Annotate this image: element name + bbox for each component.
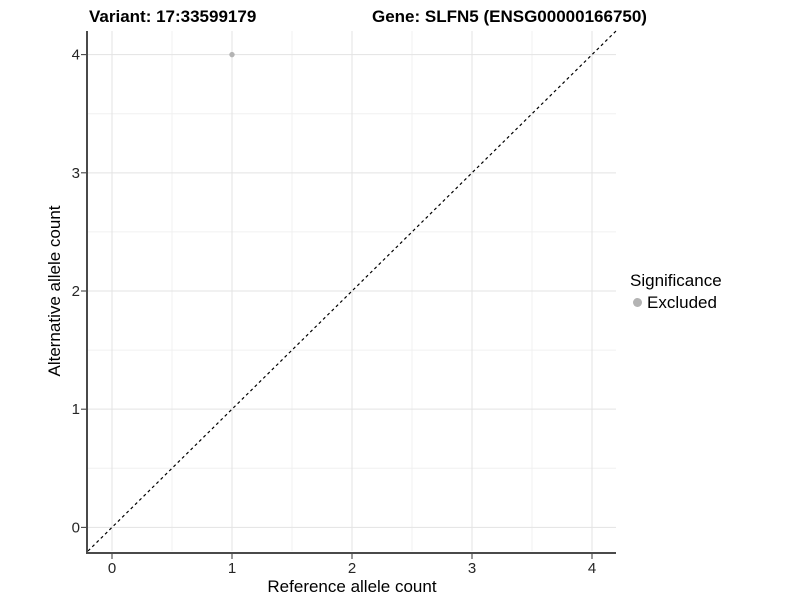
- y-tick-label: 1: [72, 401, 80, 418]
- y-axis-title: Alternative allele count: [45, 205, 64, 377]
- y-tick-label: 0: [72, 519, 80, 536]
- legend-entry-label: Excluded: [647, 293, 717, 312]
- plot-title-variant: Variant: 17:33599179: [89, 7, 257, 26]
- plot-title-gene: Gene: SLFN5 (ENSG00000166750): [372, 7, 647, 26]
- x-tick-label: 4: [588, 560, 596, 577]
- legend-title: Significance: [630, 271, 722, 290]
- x-tick-label: 1: [228, 560, 236, 577]
- legend-entry-excluded: Excluded: [633, 293, 722, 312]
- y-tick-label: 3: [72, 165, 80, 182]
- y-tick-label: 4: [72, 47, 80, 64]
- legend: Significance Excluded: [630, 271, 722, 312]
- x-tick-label: 0: [108, 560, 116, 577]
- data-point: [229, 51, 235, 58]
- excluded-point-icon: [633, 298, 642, 307]
- x-tick-label: 2: [348, 560, 356, 577]
- x-axis-title: Reference allele count: [267, 577, 437, 596]
- y-tick-label: 2: [72, 283, 80, 300]
- x-tick-label: 3: [468, 560, 476, 577]
